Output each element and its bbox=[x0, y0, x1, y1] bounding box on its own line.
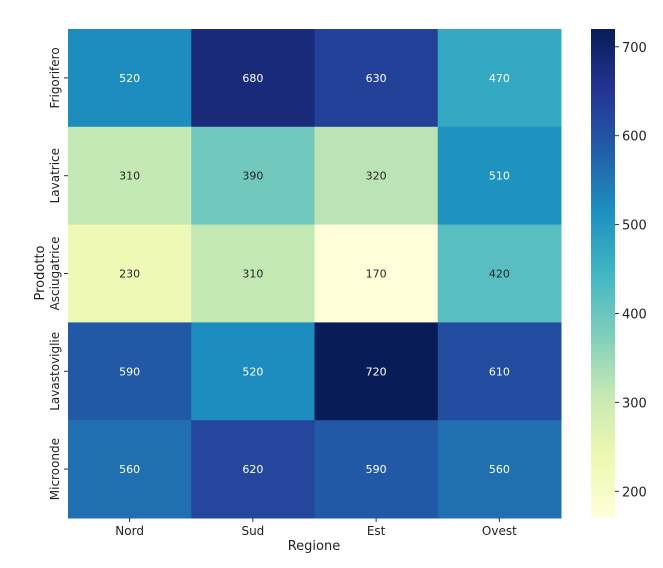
heatmap-cell bbox=[314, 322, 439, 421]
heatmap-cell bbox=[191, 29, 315, 128]
cell-annotation: 310 bbox=[119, 170, 140, 183]
heatmap-cell bbox=[314, 29, 439, 128]
y-tick-label: Lavatrice bbox=[48, 148, 62, 203]
heatmap-cell bbox=[68, 322, 192, 421]
cell-annotation: 590 bbox=[366, 463, 387, 476]
heatmap-cell bbox=[191, 420, 315, 519]
heatmap-cell bbox=[437, 420, 562, 519]
heatmap-cell bbox=[68, 29, 192, 128]
cell-annotation: 520 bbox=[119, 72, 140, 85]
cell-annotation: 470 bbox=[489, 72, 510, 85]
x-tick-label: Nord bbox=[115, 524, 144, 538]
cell-annotation: 510 bbox=[489, 170, 510, 183]
cell-annotation: 630 bbox=[366, 72, 387, 85]
colorbar-tick-label: 400 bbox=[622, 308, 647, 323]
heatmap-cell bbox=[314, 126, 439, 226]
cell-annotation: 610 bbox=[489, 365, 510, 378]
cell-annotation: 310 bbox=[242, 268, 263, 281]
heatmap-cell bbox=[191, 322, 315, 421]
cell-annotation: 320 bbox=[366, 170, 387, 183]
colorbar: 200 300 400 500 600 700 bbox=[591, 29, 647, 518]
y-tick-label: Frigorifero bbox=[48, 47, 62, 108]
colorbar-gradient bbox=[591, 29, 615, 518]
heatmap-cell bbox=[314, 224, 439, 323]
x-tick-label: Est bbox=[367, 524, 386, 538]
cell-annotation: 390 bbox=[242, 170, 263, 183]
x-tick-label: Ovest bbox=[482, 524, 517, 538]
cell-annotation: 680 bbox=[242, 72, 263, 85]
cell-annotation: 230 bbox=[119, 268, 140, 281]
heatmap-cell bbox=[437, 322, 562, 421]
x-tick-label: Sud bbox=[241, 524, 264, 538]
heatmap-cell bbox=[68, 224, 192, 323]
cell-annotation: 720 bbox=[366, 365, 387, 378]
colorbar-tick-label: 200 bbox=[622, 485, 647, 500]
y-axis-label: Prodotto bbox=[33, 245, 48, 300]
cell-annotation: 560 bbox=[119, 463, 140, 476]
colorbar-tick-label: 500 bbox=[622, 219, 647, 234]
heatmap-cell bbox=[68, 420, 192, 519]
cell-annotation: 420 bbox=[489, 268, 510, 281]
y-tick-label: Lavastoviglie bbox=[48, 332, 62, 411]
cell-annotation: 590 bbox=[119, 365, 140, 378]
heatmap-cell bbox=[191, 224, 315, 323]
y-tick-label: Asciugatrice bbox=[48, 237, 62, 311]
heatmap-cell bbox=[191, 126, 315, 226]
colorbar-tick-label: 300 bbox=[622, 396, 647, 411]
cell-annotation: 170 bbox=[366, 268, 387, 281]
cell-annotation: 520 bbox=[242, 365, 263, 378]
heatmap-cell bbox=[68, 126, 192, 226]
heatmap-cell bbox=[437, 29, 562, 128]
cell-annotation: 620 bbox=[242, 463, 263, 476]
colorbar-tick-label: 600 bbox=[622, 130, 647, 145]
heatmap-cell bbox=[437, 224, 562, 323]
x-axis-label: Regione bbox=[288, 539, 341, 554]
colorbar-tick-label: 700 bbox=[622, 41, 647, 56]
heatmap-cell bbox=[437, 126, 562, 226]
y-tick-label: Microonde bbox=[48, 438, 62, 500]
heatmap-cell bbox=[314, 420, 439, 519]
cell-annotation: 560 bbox=[489, 463, 510, 476]
